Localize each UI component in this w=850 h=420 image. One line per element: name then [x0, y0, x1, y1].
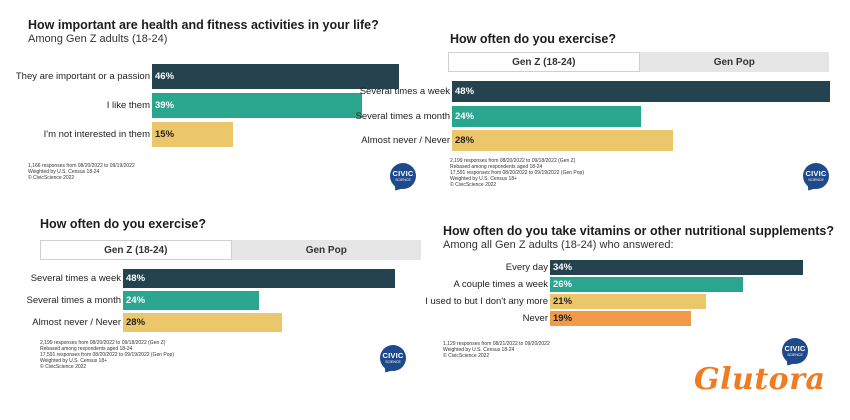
bar-3	[452, 130, 673, 151]
category-label: Several times a week	[30, 272, 121, 284]
civicscience-logo: CIVIC SCIENCE	[380, 345, 406, 371]
note-line: 2,199 responses from 08/20/2022 to 09/18…	[40, 340, 166, 346]
tab-gen-pop[interactable]: Gen Pop	[231, 240, 421, 260]
data-label: 39%	[155, 99, 175, 111]
logo-text-science: SCIENCE	[787, 353, 803, 357]
category-label: Never	[522, 312, 548, 324]
civicscience-logo: CIVIC SCIENCE	[803, 163, 829, 189]
note-line: 17,591 responses from 08/20/2022 to 09/1…	[40, 352, 174, 358]
note-line: 17,591 responses from 08/20/2022 to 09/1…	[450, 170, 584, 176]
note-line: 1,129 responses from 08/21/2022 to 09/20…	[443, 341, 550, 347]
note-line: Rebased among respondents aged 18-24	[40, 346, 133, 352]
chart-notes: 2,199 responses from 08/20/2022 to 09/18…	[40, 340, 174, 370]
note-line: © CivicScience 2022	[40, 364, 87, 370]
category-label: I'm not interested in them	[43, 128, 150, 140]
data-label: 21%	[553, 295, 573, 307]
bar-4	[550, 311, 692, 326]
bar-1	[123, 269, 396, 288]
note-line: 2,199 responses from 08/20/2022 to 09/18…	[450, 158, 576, 164]
bar-2	[452, 106, 642, 127]
category-label: A couple times a week	[453, 278, 548, 290]
note-line: Rebased among respondents aged 18-24	[450, 164, 543, 170]
note-line: © CivicScience 2022	[28, 175, 75, 181]
logo-text-civic: CIVIC	[805, 169, 827, 178]
civicscience-logo: CIVIC SCIENCE	[390, 163, 416, 189]
brand-logo: Glutora	[694, 362, 826, 397]
note-line: Weighted by U.S. Census 18-24	[28, 169, 100, 175]
chart-notes: 1,166 responses from 08/20/2022 to 09/19…	[28, 163, 135, 181]
civicscience-logo: CIVIC SCIENCE	[782, 338, 808, 364]
data-label: 48%	[126, 272, 146, 284]
chart-title: How often do you exercise?	[40, 217, 207, 231]
bar-1	[452, 81, 831, 102]
data-label: 28%	[126, 316, 146, 328]
tab-gen-z[interactable]: Gen Z (18-24)	[448, 52, 640, 72]
logo-text-civic: CIVIC	[784, 344, 806, 353]
data-label: 28%	[455, 134, 475, 146]
category-label: Several times a month	[355, 110, 450, 122]
note-line: 1,166 responses from 08/20/2022 to 09/19…	[28, 163, 135, 169]
note-line: © CivicScience 2022	[450, 182, 497, 188]
bar-2	[550, 277, 744, 292]
logo-text-civic: CIVIC	[382, 351, 404, 360]
chart-title: How often do you exercise?	[450, 32, 617, 46]
tab-bar: Gen Z (18-24) Gen Pop	[448, 52, 829, 72]
bar-3	[550, 294, 707, 309]
category-label: I used to but I don't any more	[425, 295, 548, 307]
data-label: 19%	[553, 312, 573, 324]
data-label: 46%	[155, 70, 175, 82]
data-label: 24%	[126, 294, 146, 306]
chart-subtitle: Among Gen Z adults (18-24)	[28, 33, 168, 45]
data-label: 34%	[553, 261, 573, 273]
chart-notes: 1,129 responses from 08/21/2022 to 09/20…	[443, 341, 550, 359]
tab-gen-z[interactable]: Gen Z (18-24)	[40, 240, 232, 260]
bar-2	[123, 291, 260, 310]
category-label: Several times a month	[26, 294, 121, 306]
tab-gen-pop[interactable]: Gen Pop	[639, 52, 829, 72]
bar-2	[152, 93, 362, 118]
data-label: 24%	[455, 110, 475, 122]
logo-text-civic: CIVIC	[392, 169, 414, 178]
data-label: 15%	[155, 128, 175, 140]
note-line: Weighted by U.S. Census 18+	[450, 176, 518, 182]
category-label: Every day	[505, 261, 548, 273]
chart-subtitle: Among all Gen Z adults (18-24) who answe…	[443, 239, 674, 251]
category-label: I like them	[106, 99, 150, 111]
logo-text-science: SCIENCE	[808, 178, 824, 182]
logo-text-science: SCIENCE	[385, 360, 401, 364]
chart-notes: 2,199 responses from 08/20/2022 to 09/18…	[450, 158, 584, 188]
note-line: © CivicScience 2022	[443, 353, 490, 359]
note-line: Weighted by U.S. Census 18+	[40, 358, 108, 364]
chart-title: How often do you take vitamins or other …	[443, 224, 835, 238]
data-label: 26%	[553, 278, 573, 290]
bar-3	[152, 122, 233, 147]
tab-bar: Gen Z (18-24) Gen Pop	[40, 240, 421, 260]
category-label: Almost never / Never	[32, 316, 121, 328]
bar-1	[550, 260, 803, 275]
bar-3	[123, 313, 282, 332]
logo-text-science: SCIENCE	[395, 178, 411, 182]
note-line: Weighted by U.S. Census 18-24	[443, 347, 515, 353]
category-label: Several times a week	[359, 85, 450, 97]
category-label: Almost never / Never	[361, 134, 450, 146]
bar-1	[152, 64, 400, 89]
data-label: 48%	[455, 85, 475, 97]
category-label: They are important or a passion	[15, 70, 150, 82]
chart-title: How important are health and fitness act…	[28, 18, 379, 32]
